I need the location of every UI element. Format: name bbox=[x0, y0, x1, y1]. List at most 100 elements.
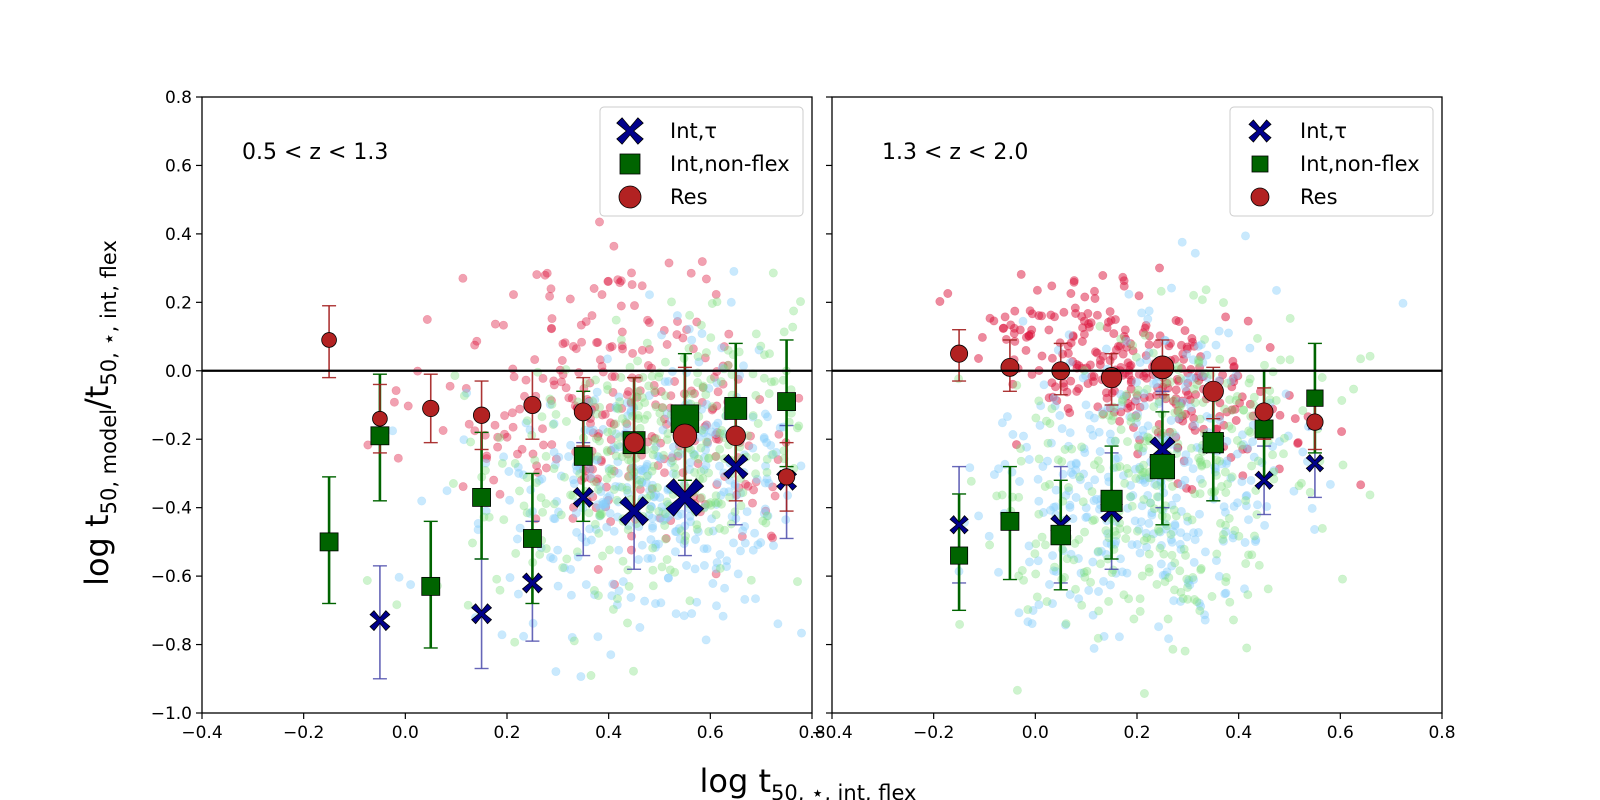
scatter-point bbox=[642, 410, 652, 420]
scatter-point bbox=[598, 497, 608, 507]
scatter-point bbox=[1130, 464, 1140, 474]
scatter-point bbox=[1144, 340, 1154, 350]
scatter-point bbox=[1050, 401, 1060, 411]
scatter-point bbox=[591, 524, 601, 534]
scatter-point bbox=[1010, 306, 1020, 316]
scatter-point bbox=[1122, 336, 1132, 346]
scatter-point bbox=[1349, 384, 1359, 394]
scatter-point bbox=[651, 489, 661, 499]
scatter-point bbox=[711, 499, 721, 509]
scatter-point bbox=[1093, 402, 1103, 412]
scatter-point bbox=[1138, 475, 1148, 485]
scatter-point bbox=[614, 404, 624, 414]
scatter-point bbox=[1139, 431, 1149, 441]
scatter-point bbox=[1221, 527, 1231, 537]
scatter-point bbox=[1118, 272, 1128, 282]
scatter-point bbox=[637, 392, 647, 402]
scatter-point bbox=[1139, 688, 1149, 698]
right-panel-annotation: 1.3 < z < 2.0 bbox=[882, 140, 1028, 165]
scatter-point bbox=[698, 381, 708, 391]
scatter-point bbox=[693, 351, 703, 361]
scatter-point bbox=[649, 380, 659, 390]
scatter-point bbox=[593, 564, 603, 574]
scatter-point bbox=[1089, 460, 1099, 470]
scatter-point bbox=[1234, 531, 1244, 541]
scatter-point bbox=[1169, 596, 1179, 606]
scatter-point bbox=[663, 376, 673, 386]
scatter-point bbox=[748, 412, 758, 422]
scatter-point bbox=[656, 454, 666, 464]
scatter-point bbox=[1141, 528, 1151, 538]
scatter-point bbox=[989, 316, 999, 326]
scatter-point bbox=[658, 507, 668, 517]
scatter-point bbox=[1064, 486, 1074, 496]
scatter-point bbox=[602, 354, 612, 364]
scatter-point bbox=[748, 443, 758, 453]
scatter-point bbox=[1151, 425, 1161, 435]
scatter-point bbox=[1117, 567, 1127, 577]
scatter-point bbox=[1111, 530, 1121, 540]
scatter-point bbox=[1143, 490, 1153, 500]
scatter-point bbox=[752, 474, 762, 484]
scatter-point bbox=[646, 501, 656, 511]
scatter-point bbox=[1099, 631, 1109, 641]
scatter-point bbox=[686, 268, 696, 278]
scatter-point bbox=[965, 463, 975, 473]
scatter-point bbox=[622, 390, 632, 400]
scatter-point bbox=[672, 316, 682, 326]
scatter-point bbox=[1228, 356, 1238, 366]
scatter-point bbox=[1150, 479, 1160, 489]
scatter-point bbox=[762, 474, 772, 484]
scatter-point bbox=[1217, 481, 1227, 491]
scatter-point bbox=[701, 635, 711, 645]
scatter-point bbox=[721, 562, 731, 572]
scatter-point bbox=[687, 335, 697, 345]
scatter-point bbox=[712, 401, 722, 411]
scatter-point bbox=[612, 600, 622, 610]
left-legend: Int,τ Int,non-flex Res bbox=[599, 106, 804, 217]
scatter-point bbox=[1105, 429, 1115, 439]
scatter-point bbox=[1173, 439, 1183, 449]
scatter-point bbox=[1221, 588, 1231, 598]
scatter-point bbox=[711, 601, 721, 611]
scatter-point bbox=[610, 444, 620, 454]
right-legend: Int,τ Int,non-flex Res bbox=[1229, 106, 1434, 217]
scatter-point bbox=[1105, 307, 1115, 317]
scatter-point bbox=[1279, 449, 1289, 459]
scatter-point bbox=[495, 489, 505, 499]
scatter-point bbox=[703, 499, 713, 509]
scatter-point bbox=[515, 523, 525, 533]
scatter-point bbox=[1325, 479, 1335, 489]
scatter-point bbox=[1122, 525, 1132, 535]
scatter-point bbox=[1126, 401, 1136, 411]
scatter-point bbox=[656, 598, 666, 608]
scatter-point bbox=[1120, 325, 1130, 335]
scatter-point bbox=[1106, 436, 1116, 446]
scatter-point bbox=[1064, 482, 1074, 492]
scatter-point bbox=[1135, 402, 1145, 412]
scatter-point bbox=[711, 434, 721, 444]
scatter-point bbox=[1061, 620, 1071, 630]
scatter-point bbox=[462, 388, 472, 398]
scatter-point bbox=[618, 344, 628, 354]
scatter-point bbox=[1123, 437, 1133, 447]
scatter-point bbox=[1220, 404, 1230, 414]
scatter-point bbox=[615, 397, 625, 407]
scatter-point bbox=[593, 632, 603, 642]
scatter-point bbox=[706, 374, 716, 384]
y-tick-label: 0.8 bbox=[165, 88, 192, 108]
scatter-point bbox=[1011, 440, 1021, 450]
scatter-point bbox=[1018, 316, 1028, 326]
scatter-point bbox=[614, 432, 624, 442]
scatter-point bbox=[768, 533, 778, 543]
scatter-point bbox=[1220, 589, 1230, 599]
scatter-point bbox=[538, 507, 548, 517]
scatter-point bbox=[685, 457, 695, 467]
scatter-point bbox=[1171, 315, 1181, 325]
scatter-point bbox=[1154, 526, 1164, 536]
scatter-point bbox=[1167, 561, 1177, 571]
scatter-point bbox=[593, 432, 603, 442]
scatter-point bbox=[660, 534, 670, 544]
scatter-point bbox=[644, 391, 654, 401]
